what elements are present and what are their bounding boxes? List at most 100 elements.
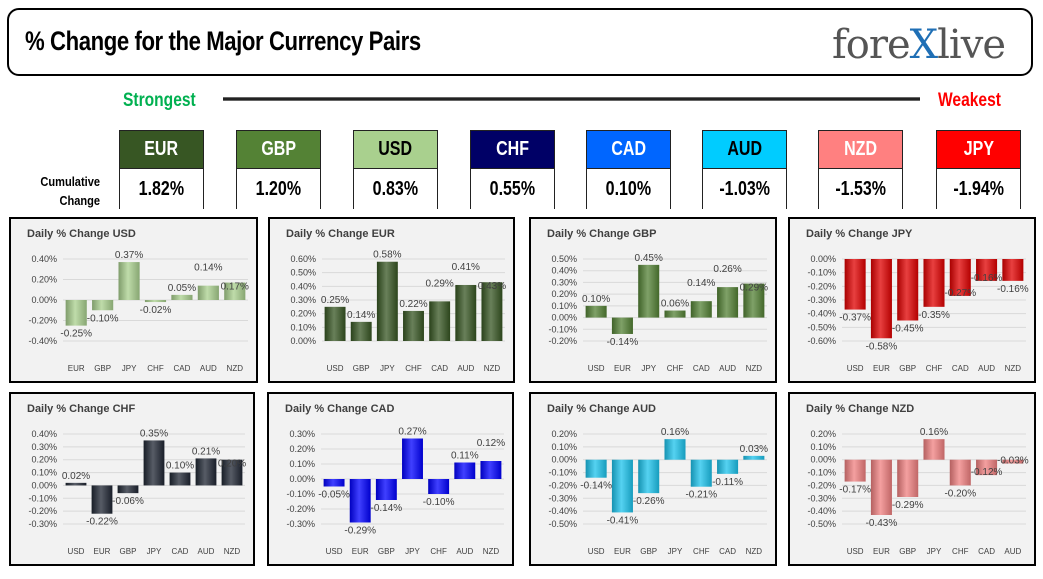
data-label: 0.05% bbox=[168, 283, 196, 294]
y-tick-label: 0.40% bbox=[551, 266, 577, 276]
bar-cad bbox=[690, 301, 712, 318]
ranking-currency: JPY bbox=[937, 131, 1020, 169]
bar-cad bbox=[171, 294, 193, 300]
data-label: 0.16% bbox=[920, 427, 948, 438]
ranking-currency: AUD bbox=[703, 131, 786, 169]
ranking-box-eur: EUR 1.82% bbox=[119, 130, 204, 209]
bar-nzd bbox=[743, 283, 765, 318]
x-tick-label: USD bbox=[327, 364, 344, 373]
title-box: % Change for the Major Currency Pairs fo… bbox=[7, 8, 1033, 76]
cumulative-change-value: 0.55% bbox=[489, 177, 536, 200]
data-label: -0.29% bbox=[344, 526, 376, 537]
x-tick-label: USD bbox=[847, 547, 864, 556]
data-label: -0.03% bbox=[997, 456, 1029, 467]
ranking-value: 1.20% bbox=[237, 169, 320, 209]
y-tick-label: 0.30% bbox=[31, 442, 57, 452]
y-tick-label: -0.20% bbox=[548, 336, 577, 346]
x-tick-label: AUD bbox=[198, 547, 215, 556]
x-tick-label: AUD bbox=[978, 364, 995, 373]
x-tick-label: JPY bbox=[147, 547, 162, 556]
weakest-label: Weakest bbox=[938, 90, 1001, 111]
data-label: -0.11% bbox=[712, 477, 743, 488]
x-tick-label: EUR bbox=[614, 547, 631, 556]
bar-chf bbox=[690, 459, 712, 487]
bar-jpy bbox=[143, 440, 165, 486]
data-label: -0.37% bbox=[839, 313, 871, 324]
x-tick-label: JPY bbox=[927, 547, 942, 556]
chart-panel-chf: Daily % Change CHF 0.40% 0.30% 0.20% 0.10% 0.… bbox=[9, 392, 255, 566]
cumulative-change-value: -1.94% bbox=[953, 177, 1004, 200]
y-tick-label: -0.10% bbox=[548, 324, 577, 334]
y-tick-label: 0.50% bbox=[551, 254, 577, 264]
y-tick-label: 0.20% bbox=[31, 275, 57, 285]
chart-title: Daily % Change AUD bbox=[547, 403, 656, 415]
y-tick-label: -0.40% bbox=[807, 309, 836, 319]
bar-usd bbox=[323, 479, 345, 487]
x-tick-label: EUR bbox=[614, 364, 631, 373]
x-tick-label: AUD bbox=[200, 364, 217, 373]
y-tick-label: -0.10% bbox=[28, 493, 57, 503]
currency-code: USD bbox=[378, 138, 413, 160]
bar-aud bbox=[717, 287, 739, 318]
page-title: % Change for the Major Currency Pairs bbox=[25, 26, 421, 56]
y-tick-label: 0.20% bbox=[31, 455, 57, 465]
data-label: 0.58% bbox=[373, 250, 401, 261]
x-tick-label: EUR bbox=[352, 547, 369, 556]
x-tick-label: USD bbox=[588, 364, 605, 373]
bar-nzd bbox=[1002, 259, 1024, 281]
chart-title: Daily % Change USD bbox=[27, 228, 136, 240]
ranking-value: 1.82% bbox=[120, 169, 203, 209]
data-label: -0.21% bbox=[685, 490, 717, 501]
y-tick-label: 0.00% bbox=[289, 474, 315, 484]
x-tick-label: CHF bbox=[952, 547, 969, 556]
x-tick-label: GBP bbox=[120, 547, 137, 556]
bar-nzd bbox=[224, 282, 246, 300]
x-tick-label: CAD bbox=[172, 547, 189, 556]
x-tick-label: NZD bbox=[224, 547, 241, 556]
cumulative-change-value: -1.03% bbox=[719, 177, 770, 200]
bar-eur bbox=[611, 317, 633, 334]
y-tick-label: -0.40% bbox=[28, 336, 57, 346]
data-label: 0.41% bbox=[452, 262, 480, 273]
x-tick-label: JPY bbox=[405, 547, 420, 556]
data-label: 0.03% bbox=[740, 444, 768, 455]
data-label: 0.45% bbox=[635, 253, 663, 264]
bar-chart: Daily % Change USD0.40%0.20%0.00%-0.20%-… bbox=[27, 228, 249, 373]
currency-code: CAD bbox=[611, 138, 646, 160]
y-tick-label: -0.30% bbox=[807, 295, 836, 305]
bar-eur bbox=[349, 479, 371, 523]
x-tick-label: JPY bbox=[380, 364, 395, 373]
currency-code: AUD bbox=[727, 138, 762, 160]
currency-code: GBP bbox=[261, 138, 296, 160]
bar-usd bbox=[844, 459, 866, 482]
ranking-value: 0.55% bbox=[471, 169, 554, 209]
x-tick-label: CHF bbox=[693, 547, 710, 556]
bar-jpy bbox=[376, 261, 398, 341]
data-label: 0.14% bbox=[687, 278, 715, 289]
data-label: 0.02% bbox=[62, 471, 90, 482]
bar-chart: Daily % Change CAD0.30%0.20%0.10%0.00%-0… bbox=[285, 403, 505, 556]
ranking-currency: CHF bbox=[471, 131, 554, 169]
chart-title: Daily % Change NZD bbox=[806, 403, 914, 415]
data-label: 0.16% bbox=[661, 427, 689, 438]
ranking-currency: NZD bbox=[819, 131, 902, 169]
y-tick-label: 0.00% bbox=[31, 480, 57, 490]
bar-aud bbox=[197, 285, 219, 300]
cumulative-change-value: -1.53% bbox=[835, 177, 886, 200]
data-label: -0.14% bbox=[371, 503, 403, 514]
data-label: 0.06% bbox=[661, 299, 689, 310]
bar-gbp bbox=[897, 459, 919, 497]
bar-gbp bbox=[897, 259, 919, 321]
y-tick-label: 0.40% bbox=[31, 429, 57, 439]
ranking-box-aud: AUD -1.03% bbox=[702, 130, 787, 209]
data-label: 0.17% bbox=[221, 282, 249, 293]
data-label: 0.14% bbox=[194, 263, 222, 274]
data-label: 0.10% bbox=[166, 461, 194, 472]
data-label: -0.58% bbox=[866, 341, 898, 352]
y-tick-label: 0.10% bbox=[290, 322, 316, 332]
data-label: -0.35% bbox=[918, 310, 950, 321]
strongest-label: Strongest bbox=[123, 90, 196, 111]
data-label: -0.29% bbox=[892, 500, 924, 511]
data-label: -0.14% bbox=[580, 481, 612, 492]
bar-cad bbox=[169, 472, 191, 486]
